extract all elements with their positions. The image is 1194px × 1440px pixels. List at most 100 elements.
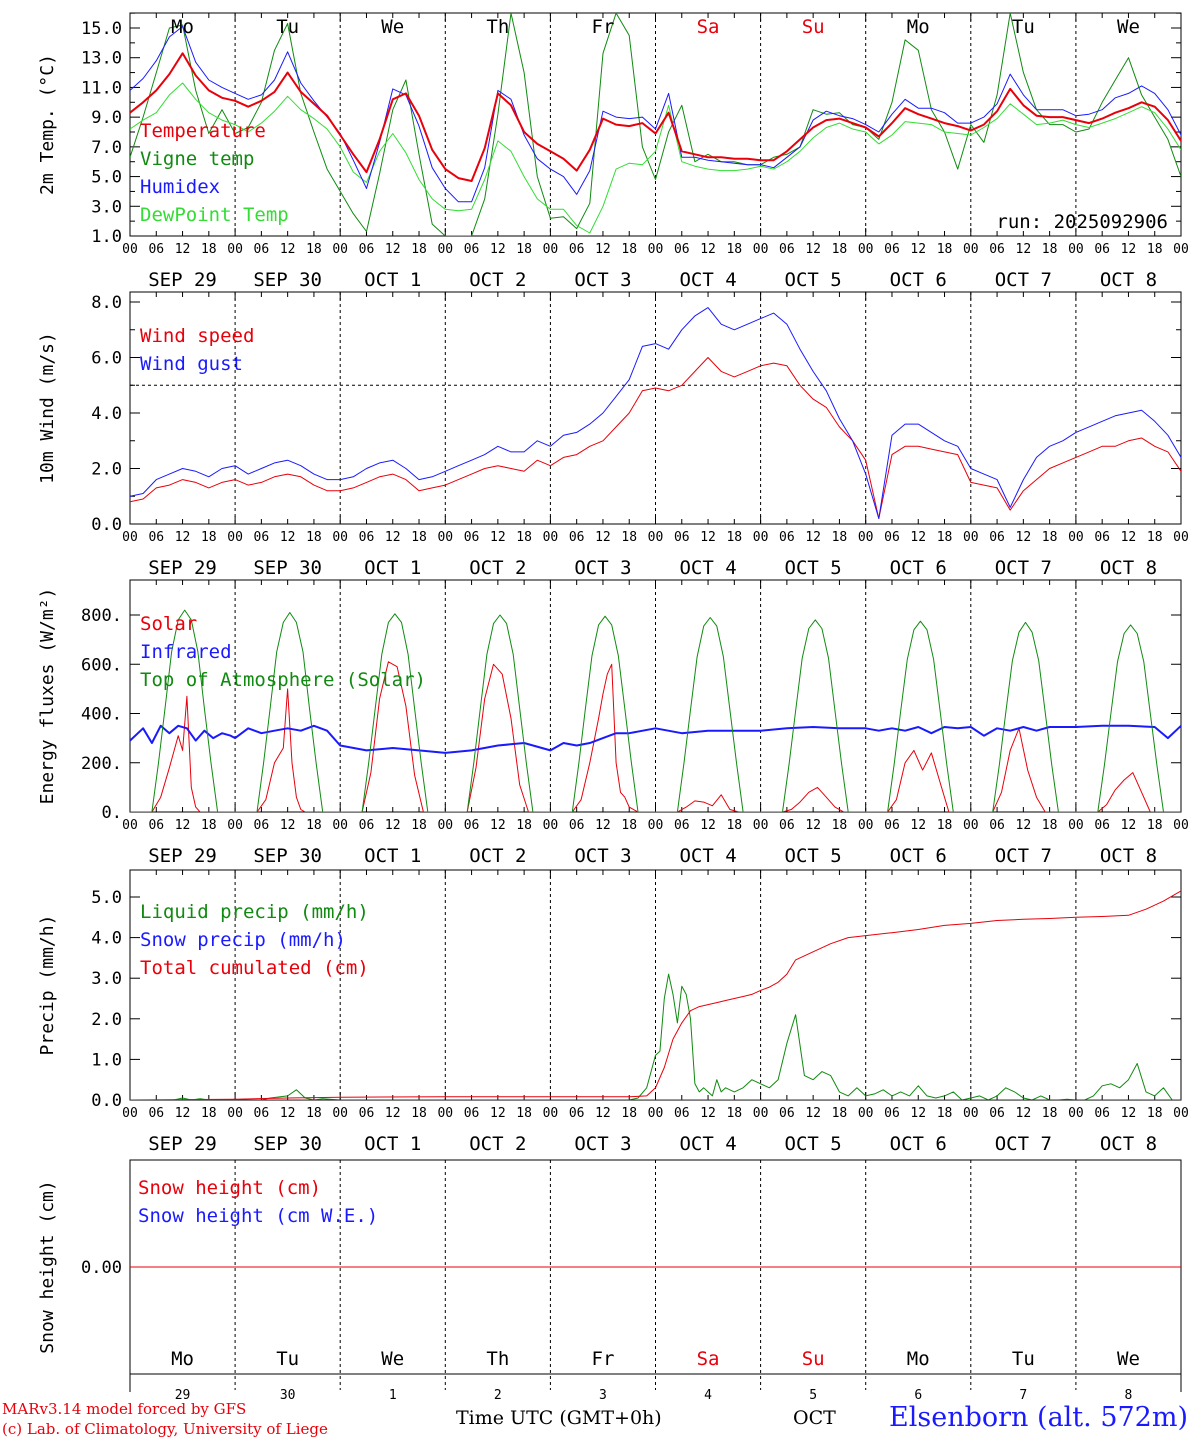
hour-label: 00 [543,242,559,257]
series-line-wind-speed [130,357,1181,519]
wind-series-group [130,307,1181,519]
hour-label: 00 [648,530,664,545]
hour-label: 00 [332,530,348,545]
day-label: Sa [697,16,720,38]
series-line-dewpoint-temp [130,82,1181,234]
hour-label: 00 [1173,242,1189,257]
hour-label: 12 [490,242,506,257]
hour-label: 00 [543,530,559,545]
hour-label: 06 [1094,818,1110,833]
hour-label: 12 [385,530,401,545]
hour-label: 00 [332,1106,348,1121]
hour-label: 18 [726,530,742,545]
y-tick-label: 9.0 [91,108,122,128]
hour-label: 06 [464,818,480,833]
legend-vigne-temp: Vigne temp [140,148,254,170]
hour-label: 00 [648,1106,664,1121]
hour-label: 18 [201,242,217,257]
snow-panel [129,1159,1182,1392]
energy-series-group [130,609,1181,812]
y-tick-label: 0.0 [91,515,122,535]
hour-label: 18 [516,530,532,545]
hour-label: 12 [1121,818,1137,833]
date-label: OCT 6 [890,557,947,579]
hour-label: 00 [753,1106,769,1121]
bottom-day-label: Th [486,1348,509,1370]
hour-label: 00 [543,1106,559,1121]
y-tick-label: 0. [102,803,122,823]
day-label: We [1117,16,1140,38]
hour-label: 18 [1147,242,1163,257]
hour-label: 18 [832,530,848,545]
hour-label: 18 [1147,818,1163,833]
legend-snow-height-cm-: Snow height (cm) [138,1177,321,1199]
series-line-total-cumulated-cm- [130,890,1181,1100]
date-label: OCT 7 [995,1133,1052,1155]
date-label: OCT 3 [574,557,631,579]
day-label: Tu [1012,16,1035,38]
legend-dewpoint-temp: DewPoint Temp [140,204,289,226]
date-label: OCT 5 [785,845,842,867]
date-label: SEP 29 [148,557,217,579]
y-tick-label: 200. [81,754,122,774]
y-tick-label: 7.0 [91,138,122,158]
day-number: 30 [280,1388,296,1403]
series-line-top-of-atmosphere-solar- [151,609,1164,812]
hour-label: 00 [437,818,453,833]
y-tick-label: 1.0 [91,227,122,247]
legend-wind-gust: Wind gust [140,353,243,375]
hour-label: 12 [805,242,821,257]
legend-infrared: Infrared [140,641,232,663]
hour-label: 06 [464,1106,480,1121]
station-name: Elsenborn (alt. 572m) [889,1402,1188,1433]
day-label: Tu [276,16,299,38]
date-label: OCT 8 [1100,1133,1157,1155]
hour-label: 06 [674,818,690,833]
date-label: SEP 29 [148,269,217,291]
hour-label: 12 [280,242,296,257]
hour-label: 18 [306,818,322,833]
y-tick-label: 3.0 [91,969,122,989]
legend-snow-height-cm-w-e-: Snow height (cm W.E.) [138,1205,378,1227]
y-tick-label: 2.0 [91,460,122,480]
y-tick-label: 400. [81,705,122,725]
date-label: OCT 4 [679,269,736,291]
hour-label: 18 [1042,1106,1058,1121]
hour-label: 18 [1042,818,1058,833]
date-label: OCT 7 [995,845,1052,867]
y-tick-label: 6.0 [91,349,122,369]
bottom-day-label: We [381,1348,404,1370]
hour-label: 12 [280,530,296,545]
date-label: OCT 1 [364,845,421,867]
hour-label: 18 [306,530,322,545]
hour-label: 00 [648,242,664,257]
hour-label: 06 [779,242,795,257]
hour-label: 00 [753,530,769,545]
hour-label: 06 [254,818,270,833]
hour-label: 06 [1094,1106,1110,1121]
bottom-day-label: Fr [592,1348,615,1370]
y-tick-label: 1.0 [91,1050,122,1070]
bottom-day-label: Sa [697,1348,720,1370]
hour-label: 00 [543,818,559,833]
date-label: SEP 30 [253,557,322,579]
bottom-day-label: We [1117,1348,1140,1370]
date-label: SEP 30 [253,845,322,867]
y-tick-label: 3.0 [91,197,122,217]
legend-total-cumulated-cm-: Total cumulated (cm) [140,957,369,979]
run-annotation: run: 2025092906 [996,211,1168,233]
hour-label: 00 [1068,530,1084,545]
hour-label: 06 [674,242,690,257]
hour-label: 00 [437,530,453,545]
hour-label: 06 [569,242,585,257]
hour-label: 12 [175,530,191,545]
hour-label: 06 [779,530,795,545]
hour-label: 06 [359,242,375,257]
hour-label: 12 [1121,530,1137,545]
legend-solar: Solar [140,613,197,635]
hour-label: 12 [910,242,926,257]
hour-label: 18 [516,242,532,257]
hour-label: 18 [411,242,427,257]
date-label: OCT 1 [364,557,421,579]
